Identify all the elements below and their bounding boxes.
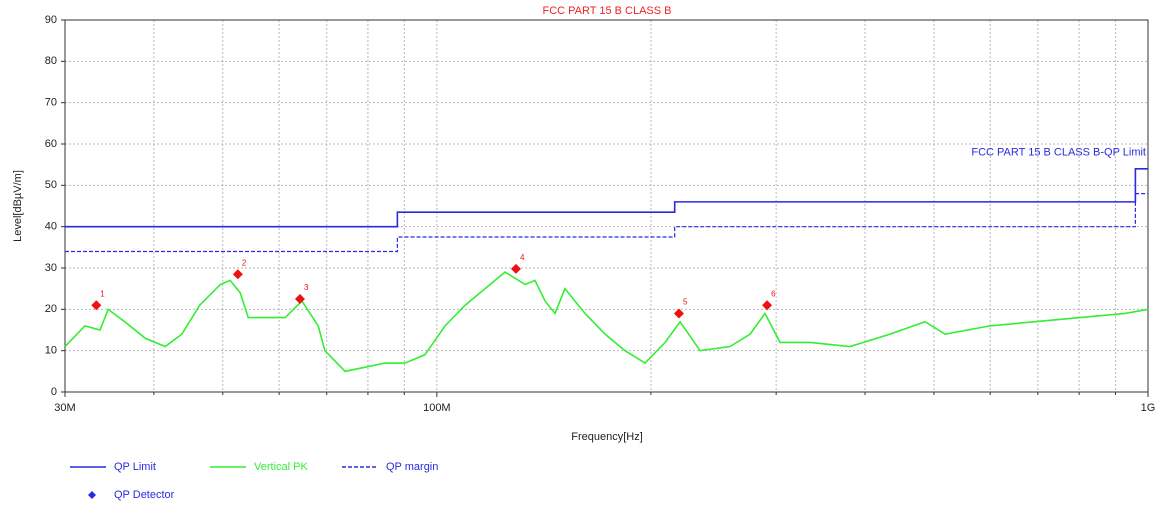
y-tick-label: 20 [45, 303, 57, 315]
annotation: FCC PART 15 B CLASS B-QP Limit [971, 147, 1146, 159]
qp-marker [673, 308, 684, 319]
legend-marker [88, 491, 96, 499]
y-axis-label: Level[dBµV/m] [12, 170, 24, 242]
y-tick-label: 30 [45, 262, 57, 274]
series-line [65, 193, 1148, 253]
legend-label: QP Limit [114, 461, 156, 473]
x-axis-label: Frequency[Hz] [571, 431, 643, 443]
y-tick-label: 40 [45, 221, 57, 233]
marker-label: 1 [100, 289, 105, 298]
plot-frame [64, 19, 1149, 393]
legend-label: Vertical PK [254, 461, 308, 473]
x-tick-label: 100M [423, 402, 451, 414]
x-tick-label: 1G [1141, 402, 1156, 414]
x-tick-label: 30M [54, 402, 75, 414]
chart-title: FCC PART 15 B CLASS B [543, 5, 672, 17]
y-tick-label: 60 [45, 138, 57, 150]
qp-marker [294, 294, 305, 304]
marker-label: 2 [242, 258, 247, 267]
qp-marker [762, 300, 773, 311]
qp-marker [232, 269, 243, 280]
qp-marker [91, 300, 102, 311]
y-tick-label: 90 [45, 14, 57, 26]
legend-label: QP margin [386, 461, 438, 473]
y-tick-label: 0 [51, 386, 57, 398]
marker-label: 5 [683, 298, 688, 307]
y-tick-label: 50 [45, 179, 57, 191]
series-line [65, 168, 1148, 228]
marker-label: 4 [520, 253, 525, 262]
series-line [64, 271, 1149, 373]
qp-marker [510, 263, 521, 274]
y-tick-label: 10 [45, 345, 57, 357]
y-tick-label: 70 [45, 97, 57, 109]
y-tick-label: 80 [45, 55, 57, 67]
legend-label: QP Detector [114, 489, 175, 501]
marker-label: 6 [771, 289, 776, 298]
marker-label: 3 [304, 283, 309, 292]
